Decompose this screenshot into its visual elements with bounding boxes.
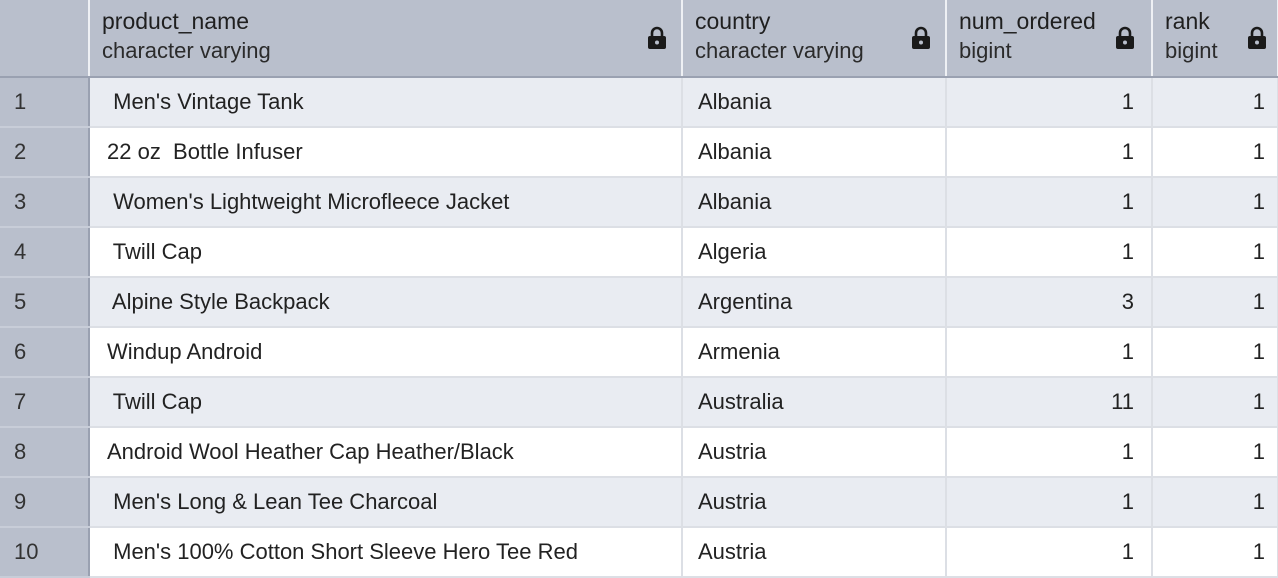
row-index[interactable]: 1 (0, 77, 90, 128)
cell-rank[interactable]: 1 (1152, 427, 1278, 478)
cell-rank[interactable]: 1 (1152, 177, 1278, 228)
cell-rank[interactable]: 1 (1152, 127, 1278, 178)
cell-rank[interactable]: 1 (1152, 327, 1278, 378)
column-name: rank (1165, 8, 1210, 34)
cell-num-ordered[interactable]: 3 (946, 277, 1153, 328)
cell-num-ordered[interactable]: 1 (946, 427, 1153, 478)
cell-country[interactable]: Albania (682, 127, 947, 178)
column-header-num-ordered[interactable]: num_ordered bigint (946, 0, 1153, 78)
table-row[interactable]: 8 Android Wool Heather Cap Heather/Black… (0, 427, 1278, 478)
cell-rank[interactable]: 1 (1152, 477, 1278, 528)
cell-num-ordered[interactable]: 1 (946, 127, 1153, 178)
column-type: bigint (1165, 38, 1218, 63)
column-name: country (695, 8, 771, 34)
cell-product-name[interactable]: Twill Cap (89, 377, 683, 428)
cell-product-name[interactable]: Women's Lightweight Microfleece Jacket (89, 177, 683, 228)
cell-country[interactable]: Armenia (682, 327, 947, 378)
cell-country[interactable]: Albania (682, 177, 947, 228)
column-type: character varying (102, 38, 271, 63)
row-index[interactable]: 3 (0, 177, 90, 228)
cell-product-name[interactable]: Men's Long & Lean Tee Charcoal (89, 477, 683, 528)
cell-country[interactable]: Austria (682, 427, 947, 478)
row-index[interactable]: 5 (0, 277, 90, 328)
column-name: num_ordered (959, 8, 1096, 34)
cell-rank[interactable]: 1 (1152, 277, 1278, 328)
cell-country[interactable]: Algeria (682, 227, 947, 278)
lock-icon (1248, 26, 1266, 49)
row-index-header[interactable] (0, 0, 90, 78)
cell-product-name[interactable]: Android Wool Heather Cap Heather/Black (89, 427, 683, 478)
table-row[interactable]: 1 Men's Vintage Tank Albania 1 1 (0, 77, 1278, 128)
table-row[interactable]: 9 Men's Long & Lean Tee Charcoal Austria… (0, 477, 1278, 528)
cell-product-name[interactable]: Alpine Style Backpack (89, 277, 683, 328)
cell-num-ordered[interactable]: 1 (946, 527, 1153, 578)
column-header-country[interactable]: country character varying (682, 0, 947, 78)
cell-product-name[interactable]: Men's Vintage Tank (89, 77, 683, 128)
grid-body: 1 Men's Vintage Tank Albania 1 1 2 22 oz… (0, 77, 1278, 578)
cell-country[interactable]: Albania (682, 77, 947, 128)
cell-num-ordered[interactable]: 1 (946, 327, 1153, 378)
row-index[interactable]: 7 (0, 377, 90, 428)
cell-country[interactable]: Australia (682, 377, 947, 428)
cell-rank[interactable]: 1 (1152, 227, 1278, 278)
cell-num-ordered[interactable]: 1 (946, 477, 1153, 528)
column-type: character varying (695, 38, 864, 63)
cell-product-name[interactable]: 22 oz Bottle Infuser (89, 127, 683, 178)
column-header-product-name[interactable]: product_name character varying (89, 0, 683, 78)
row-index[interactable]: 6 (0, 327, 90, 378)
row-index[interactable]: 10 (0, 527, 90, 578)
column-name: product_name (102, 8, 250, 34)
cell-rank[interactable]: 1 (1152, 527, 1278, 578)
row-index[interactable]: 2 (0, 127, 90, 178)
table-row[interactable]: 4 Twill Cap Algeria 1 1 (0, 227, 1278, 278)
cell-num-ordered[interactable]: 11 (946, 377, 1153, 428)
table-row[interactable]: 7 Twill Cap Australia 11 1 (0, 377, 1278, 428)
table-row[interactable]: 2 22 oz Bottle Infuser Albania 1 1 (0, 127, 1278, 178)
column-header-rank[interactable]: rank bigint (1152, 0, 1278, 78)
grid-header: product_name character varying country c… (0, 0, 1278, 78)
cell-num-ordered[interactable]: 1 (946, 227, 1153, 278)
cell-country[interactable]: Argentina (682, 277, 947, 328)
table-row[interactable]: 5 Alpine Style Backpack Argentina 3 1 (0, 277, 1278, 328)
cell-rank[interactable]: 1 (1152, 77, 1278, 128)
row-index[interactable]: 9 (0, 477, 90, 528)
table-row[interactable]: 10 Men's 100% Cotton Short Sleeve Hero T… (0, 527, 1278, 578)
cell-rank[interactable]: 1 (1152, 377, 1278, 428)
cell-num-ordered[interactable]: 1 (946, 177, 1153, 228)
cell-country[interactable]: Austria (682, 527, 947, 578)
lock-icon (912, 26, 930, 49)
cell-product-name[interactable]: Twill Cap (89, 227, 683, 278)
cell-product-name[interactable]: Men's 100% Cotton Short Sleeve Hero Tee … (89, 527, 683, 578)
table-row[interactable]: 3 Women's Lightweight Microfleece Jacket… (0, 177, 1278, 228)
cell-country[interactable]: Austria (682, 477, 947, 528)
cell-product-name[interactable]: Windup Android (89, 327, 683, 378)
row-index[interactable]: 8 (0, 427, 90, 478)
column-type: bigint (959, 38, 1012, 63)
cell-num-ordered[interactable]: 1 (946, 77, 1153, 128)
lock-icon (1116, 26, 1134, 49)
lock-icon (648, 26, 666, 49)
table-row[interactable]: 6 Windup Android Armenia 1 1 (0, 327, 1278, 378)
row-index[interactable]: 4 (0, 227, 90, 278)
